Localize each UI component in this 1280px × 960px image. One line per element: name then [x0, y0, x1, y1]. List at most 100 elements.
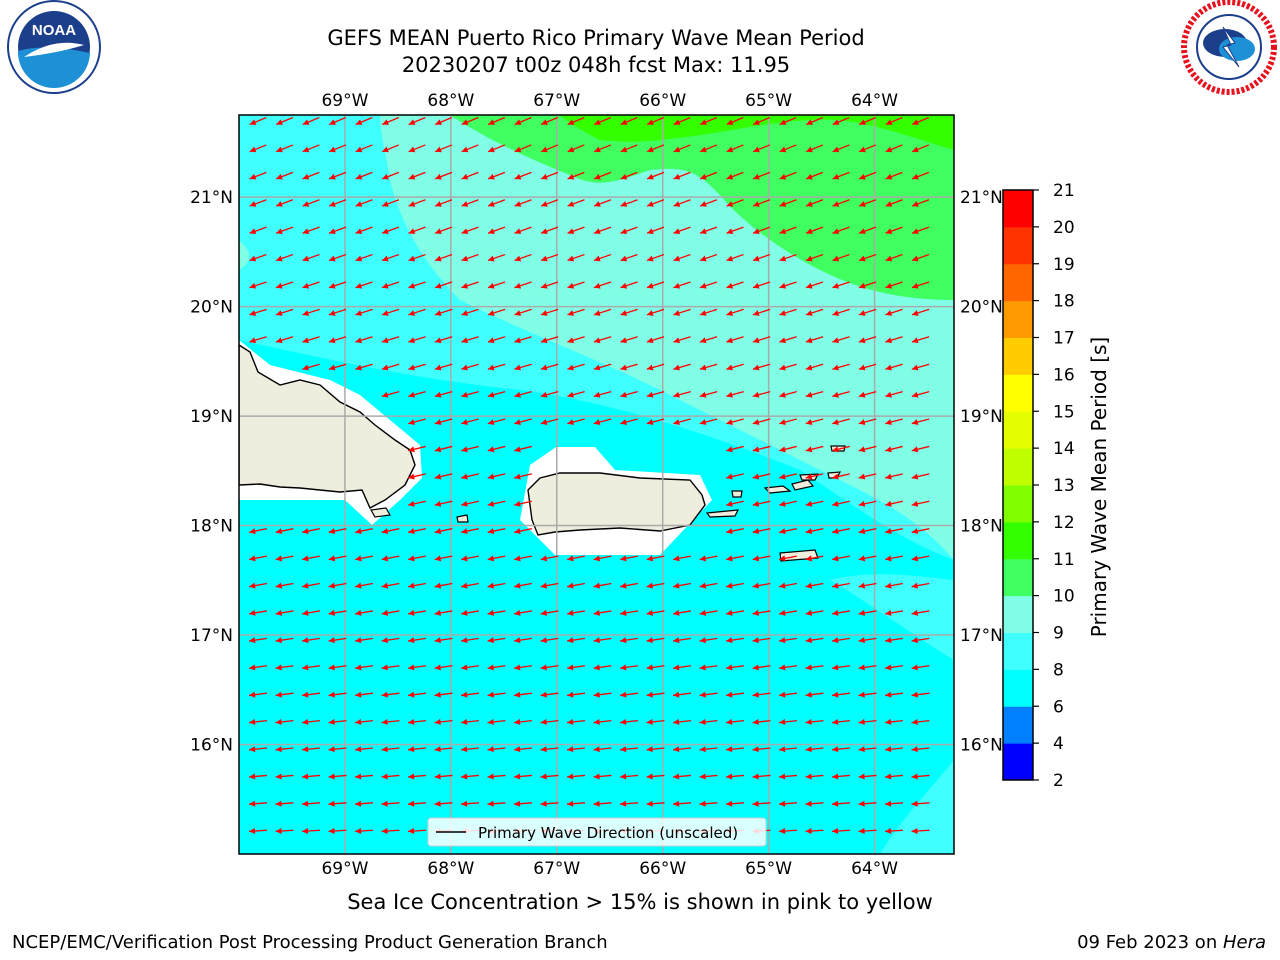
wave-arrow — [302, 582, 320, 589]
wave-arrow — [752, 199, 771, 207]
wave-arrow — [355, 363, 373, 371]
wave-arrow — [328, 800, 347, 807]
map-legend: Primary Wave Direction (unscaled) — [427, 817, 767, 847]
wave-arrow — [249, 308, 267, 316]
wave-arrow — [911, 171, 930, 180]
wave-arrow — [858, 363, 877, 371]
wave-arrow — [673, 555, 691, 562]
wave-arrow — [461, 637, 479, 644]
wave-arrow — [540, 609, 559, 616]
wave-arrow — [673, 363, 691, 371]
wave-arrow — [778, 718, 798, 725]
colorbar-segment — [1003, 743, 1033, 781]
wave-arrow — [673, 171, 691, 180]
wave-arrow — [805, 528, 824, 535]
wave-arrow — [911, 445, 930, 453]
wave-arrow — [699, 637, 718, 644]
colorbar-tick-label: 13 — [1053, 476, 1075, 496]
colorbar-segment — [1003, 374, 1033, 412]
wave-arrow — [461, 418, 479, 425]
wave-arrow — [249, 555, 267, 562]
wave-arrow — [805, 199, 824, 207]
lon-label-top: 68°W — [427, 91, 474, 111]
wave-arrow — [434, 144, 453, 153]
wave-arrow — [514, 363, 532, 371]
wave-arrow — [381, 609, 400, 616]
wave-arrow — [593, 773, 612, 780]
wave-arrow — [593, 144, 612, 153]
wave-arrow — [805, 116, 824, 126]
wave-arrow — [885, 473, 903, 480]
wave-arrow — [407, 718, 427, 725]
wave-arrow — [832, 418, 850, 425]
wave-arrow — [726, 418, 744, 425]
wave-arrow — [885, 171, 903, 180]
wave-arrow — [858, 116, 877, 126]
wave-arrow — [752, 582, 771, 589]
wave-arrow — [381, 827, 400, 834]
wave-arrow — [302, 308, 320, 316]
wave-arrow — [408, 473, 426, 480]
wave-arrow — [911, 691, 930, 698]
wave-arrow — [593, 116, 612, 126]
wave-arrow — [408, 555, 426, 562]
wave-arrow — [302, 528, 320, 535]
wave-arrow — [540, 746, 559, 753]
wave-arrow — [540, 555, 559, 562]
wave-arrow — [911, 800, 930, 807]
wave-arrow — [434, 582, 453, 589]
wave-arrow — [831, 746, 851, 753]
wave-arrow — [911, 390, 930, 398]
wave-arrow — [593, 718, 612, 725]
wave-arrow — [567, 226, 585, 235]
wave-arrow — [540, 664, 559, 671]
wave-arrow — [832, 390, 850, 398]
wave-arrow — [831, 827, 851, 834]
wave-arrow — [355, 308, 373, 316]
wave-arrow — [301, 800, 321, 807]
wave-arrow — [673, 390, 691, 398]
wave-arrow — [752, 746, 771, 753]
wave-arrow — [646, 555, 665, 562]
wave-arrow — [249, 609, 267, 616]
wave-arrow — [434, 363, 453, 371]
island-small-west — [370, 507, 391, 518]
wave-arrow — [540, 637, 559, 644]
colorbar-segment — [1003, 263, 1033, 302]
wave-arrow — [805, 555, 824, 562]
lat-label-left: 16°N — [190, 736, 233, 756]
wave-arrow — [540, 718, 559, 725]
wave-arrow — [832, 226, 850, 235]
wave-arrow — [752, 555, 771, 562]
wave-arrow — [461, 555, 479, 562]
wave-arrow — [248, 746, 268, 753]
wave-arrow — [858, 199, 877, 207]
wave-arrow — [487, 253, 506, 262]
wave-arrow — [567, 281, 585, 289]
wave-arrow — [911, 500, 930, 507]
wave-arrow — [302, 253, 320, 262]
wave-arrow — [885, 308, 903, 316]
wave-arrow — [328, 555, 347, 562]
wave-arrow — [593, 308, 612, 316]
lon-label-top: 67°W — [533, 91, 580, 111]
wave-arrow — [302, 171, 320, 180]
wave-arrow — [779, 253, 797, 262]
wave-arrow — [248, 718, 268, 725]
wave-arrow — [673, 199, 691, 207]
wave-arrow — [249, 144, 267, 153]
wave-arrow — [275, 609, 294, 616]
wave-arrow — [805, 609, 824, 616]
wave-arrow — [381, 582, 400, 589]
wave-arrow — [885, 116, 903, 126]
wave-arrow — [328, 281, 347, 289]
wave-arrow — [275, 746, 294, 753]
wave-arrow — [434, 253, 453, 262]
wave-arrow — [513, 773, 533, 780]
sea-ice-note: Sea Ice Concentration > 15% is shown in … — [347, 890, 933, 914]
wave-arrow — [461, 226, 479, 235]
wave-arrow — [248, 691, 268, 698]
wave-arrow — [434, 800, 453, 807]
colorbar-tick-label: 4 — [1053, 734, 1064, 754]
wave-arrow — [858, 691, 877, 698]
